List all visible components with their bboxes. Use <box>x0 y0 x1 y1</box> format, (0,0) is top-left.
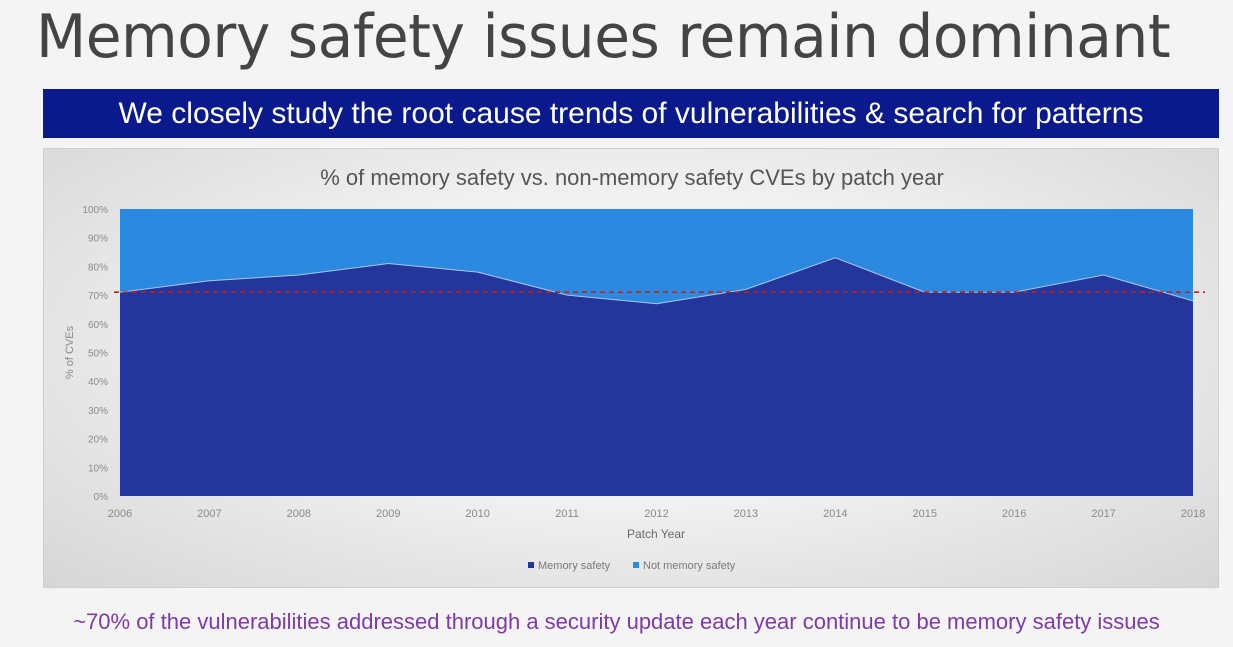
y-tick-label: 100% <box>82 205 108 216</box>
y-tick-label: 0% <box>94 492 109 503</box>
y-tick-label: 90% <box>88 234 108 245</box>
chart-container: % of memory safety vs. non-memory safety… <box>43 148 1219 588</box>
legend-label-not-memory-safety: Not memory safety <box>643 560 736 572</box>
x-tick-label: 2017 <box>1091 508 1115 520</box>
x-tick-label: 2015 <box>913 508 937 520</box>
x-axis-label: Patch Year <box>627 527 685 541</box>
x-tick-label: 2018 <box>1181 508 1205 520</box>
banner-text: We closely study the root cause trends o… <box>118 96 1144 130</box>
x-tick-label: 2011 <box>555 508 579 520</box>
x-tick-label: 2012 <box>644 508 668 520</box>
subtitle-banner: We closely study the root cause trends o… <box>43 89 1219 138</box>
y-tick-label: 10% <box>88 463 108 474</box>
y-tick-label: 60% <box>88 320 108 331</box>
y-tick-label: 40% <box>88 377 108 388</box>
area-chart: % of memory safety vs. non-memory safety… <box>64 165 1205 572</box>
area-not-memory-safety <box>120 209 1193 304</box>
x-tick-label: 2006 <box>108 508 132 520</box>
area-memory-safety <box>120 257 1193 496</box>
y-tick-label: 20% <box>88 435 108 446</box>
x-tick-label: 2016 <box>1002 508 1026 520</box>
footer-caption: ~70% of the vulnerabilities addressed th… <box>73 609 1160 634</box>
x-tick-label: 2009 <box>376 508 400 520</box>
x-tick-label: 2010 <box>465 508 489 520</box>
y-tick-label: 70% <box>88 291 108 302</box>
legend-swatch-not-memory-safety <box>633 562 639 568</box>
y-axis-label: % of CVEs <box>64 325 76 379</box>
y-tick-label: 30% <box>88 406 108 417</box>
legend-label-memory-safety: Memory safety <box>538 560 611 572</box>
x-tick-label: 2014 <box>823 508 847 520</box>
x-tick-label: 2013 <box>734 508 758 520</box>
slide-title: Memory safety issues remain dominant <box>36 2 1171 72</box>
y-tick-label: 50% <box>88 349 108 360</box>
x-tick-label: 2007 <box>197 508 221 520</box>
chart-title: % of memory safety vs. non-memory safety… <box>320 165 944 190</box>
x-tick-label: 2008 <box>287 508 311 520</box>
legend-swatch-memory-safety <box>528 562 534 568</box>
y-tick-label: 80% <box>88 262 108 273</box>
